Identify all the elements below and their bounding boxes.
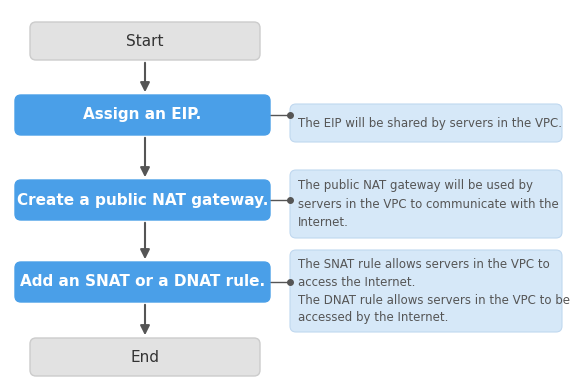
Text: Add an SNAT or a DNAT rule.: Add an SNAT or a DNAT rule. bbox=[20, 275, 265, 289]
FancyBboxPatch shape bbox=[290, 250, 562, 332]
FancyBboxPatch shape bbox=[30, 338, 260, 376]
Text: Start: Start bbox=[126, 34, 164, 48]
Text: End: End bbox=[130, 349, 159, 365]
Text: Create a public NAT gateway.: Create a public NAT gateway. bbox=[17, 193, 268, 207]
Text: The EIP will be shared by servers in the VPC.: The EIP will be shared by servers in the… bbox=[298, 117, 562, 129]
Text: The SNAT rule allows servers in the VPC to
access the Internet.
The DNAT rule al: The SNAT rule allows servers in the VPC … bbox=[298, 257, 570, 324]
Text: The public NAT gateway will be used by
servers in the VPC to communicate with th: The public NAT gateway will be used by s… bbox=[298, 179, 559, 229]
FancyBboxPatch shape bbox=[15, 95, 270, 135]
FancyBboxPatch shape bbox=[290, 170, 562, 238]
FancyBboxPatch shape bbox=[290, 104, 562, 142]
FancyBboxPatch shape bbox=[15, 180, 270, 220]
FancyBboxPatch shape bbox=[30, 22, 260, 60]
Text: Assign an EIP.: Assign an EIP. bbox=[84, 108, 201, 122]
FancyBboxPatch shape bbox=[15, 262, 270, 302]
